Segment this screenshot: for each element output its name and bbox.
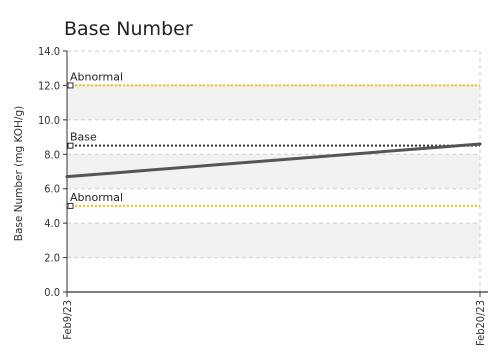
chart-title: Base Number xyxy=(64,18,193,40)
reference-label: Abnormal xyxy=(70,70,123,83)
reference-marker xyxy=(67,82,74,89)
y-tick-label: 12.0 xyxy=(38,79,60,92)
y-tick-label: 14.0 xyxy=(38,45,60,58)
x-tick-label: Feb20/23 xyxy=(474,300,487,346)
grid-band xyxy=(67,223,480,258)
y-tick-label: 0.0 xyxy=(44,286,60,299)
reference-marker xyxy=(67,142,74,149)
data-point xyxy=(478,142,482,146)
y-tick-label: 10.0 xyxy=(38,114,60,127)
data-point xyxy=(65,175,69,179)
y-tick-label: 2.0 xyxy=(44,252,60,265)
reference-lines: Abnormal Base Abnormal xyxy=(67,70,480,209)
y-tick-label: 6.0 xyxy=(44,183,60,196)
tick-labels: 0.0 2.0 4.0 6.0 8.0 10.0 12.0 14.0 Feb9/23 Feb20/… xyxy=(38,45,487,346)
x-tick-label: Feb9/23 xyxy=(61,300,74,340)
reference-label: Base xyxy=(70,131,97,144)
reference-marker xyxy=(67,202,74,209)
grid-band xyxy=(67,85,480,120)
y-tick-label: 4.0 xyxy=(44,217,60,230)
data-series xyxy=(65,142,482,179)
y-axis-title: Base Number (mg KOH/g) xyxy=(13,106,25,242)
axes xyxy=(63,50,488,297)
reference-label: Abnormal xyxy=(70,191,123,204)
series-line xyxy=(65,142,482,179)
y-tick-label: 8.0 xyxy=(44,148,60,161)
